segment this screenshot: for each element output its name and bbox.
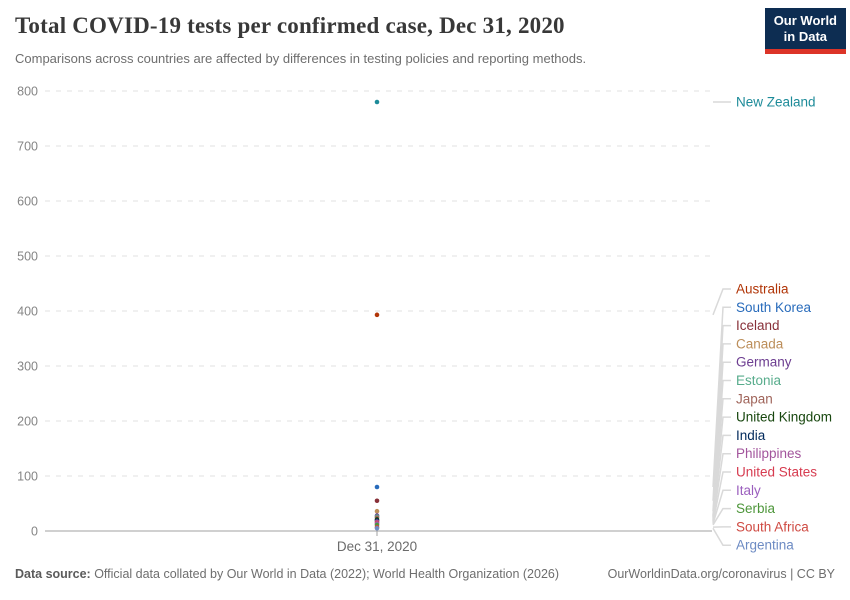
owid-url-link[interactable]: OurWorldinData.org/coronavirus | CC BY xyxy=(607,567,835,581)
label-connector-serbia xyxy=(712,507,731,526)
label-connector-italy xyxy=(712,489,731,525)
label-connector-philippines xyxy=(712,452,731,522)
owid-logo-line2: in Data xyxy=(783,28,828,44)
label-connector-united-kingdom xyxy=(712,416,731,520)
chart-footer: Data source: Official data collated by O… xyxy=(15,567,835,581)
label-connector-australia xyxy=(712,288,731,316)
series-label-south-africa[interactable]: South Africa xyxy=(736,519,809,534)
data-source-label: Data source: xyxy=(15,567,91,581)
owid-logo[interactable]: Our World in Data xyxy=(764,8,846,54)
label-connector-argentina xyxy=(712,527,731,546)
label-connector-iceland xyxy=(712,324,731,501)
y-tick-label-200: 200 xyxy=(17,415,38,429)
data-point-iceland[interactable] xyxy=(374,498,380,504)
chart-title: Total COVID-19 tests per confirmed case,… xyxy=(15,13,565,38)
owid-logo-line1: Our World xyxy=(773,13,837,28)
series-label-serbia[interactable]: Serbia xyxy=(736,501,776,516)
y-tick-label-500: 500 xyxy=(17,250,38,264)
series-label-iceland[interactable]: Iceland xyxy=(736,318,780,333)
data-point-canada[interactable] xyxy=(374,508,380,514)
x-tick-label: Dec 31, 2020 xyxy=(337,539,417,554)
data-source-text: Official data collated by Our World in D… xyxy=(90,567,560,581)
series-label-australia[interactable]: Australia xyxy=(736,282,789,297)
data-source-note: Data source: Official data collated by O… xyxy=(15,567,559,581)
series-label-germany[interactable]: Germany xyxy=(736,355,792,370)
y-tick-label-800: 800 xyxy=(17,85,38,99)
series-label-argentina[interactable]: Argentina xyxy=(736,538,794,553)
data-point-argentina[interactable] xyxy=(374,525,380,531)
series-label-new-zealand[interactable]: New Zealand xyxy=(736,95,816,110)
series-label-estonia[interactable]: Estonia xyxy=(736,373,782,388)
y-tick-label-600: 600 xyxy=(17,195,38,209)
label-connector-united-states xyxy=(712,471,731,523)
label-connector-south-korea xyxy=(712,306,731,488)
data-point-australia[interactable] xyxy=(374,312,380,318)
series-label-italy[interactable]: Italy xyxy=(736,483,761,498)
y-tick-label-100: 100 xyxy=(17,470,38,484)
chart-subtitle: Comparisons across countries are affecte… xyxy=(15,51,587,66)
y-tick-label-700: 700 xyxy=(17,140,38,154)
y-tick-label-300: 300 xyxy=(17,360,38,374)
series-label-canada[interactable]: Canada xyxy=(736,336,784,351)
series-label-united-states[interactable]: United States xyxy=(736,465,817,480)
series-label-south-korea[interactable]: South Korea xyxy=(736,300,812,315)
data-point-south-korea[interactable] xyxy=(374,484,380,490)
y-tick-label-0: 0 xyxy=(31,525,38,539)
label-connector-india xyxy=(712,434,731,521)
series-label-united-kingdom[interactable]: United Kingdom xyxy=(736,410,832,425)
series-label-india[interactable]: India xyxy=(736,428,766,443)
data-point-new-zealand[interactable] xyxy=(374,99,380,105)
series-label-philippines[interactable]: Philippines xyxy=(736,446,802,461)
y-tick-label-400: 400 xyxy=(17,305,38,319)
series-label-japan[interactable]: Japan xyxy=(736,391,773,406)
